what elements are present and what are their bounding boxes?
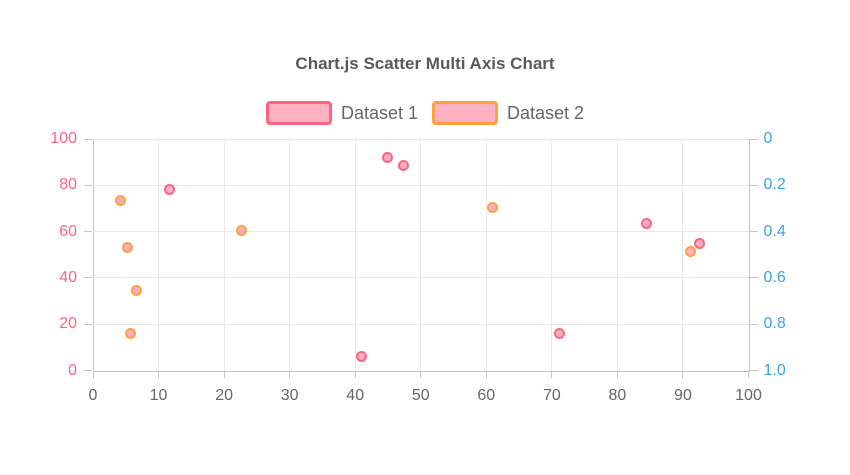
- y-axis-right-label: 0.2: [763, 176, 786, 194]
- y-axis-left-label: 20: [59, 315, 77, 333]
- x-tick-mark: [158, 371, 160, 378]
- legend: Dataset 1 Dataset 2: [0, 101, 850, 125]
- legend-label: Dataset 2: [507, 103, 585, 123]
- y-axis-right-label: 0.4: [763, 222, 786, 240]
- y-axis-left-tick-mark: [84, 323, 92, 325]
- plot-area[interactable]: [92, 139, 750, 372]
- x-grid-line: [682, 139, 684, 371]
- legend-item-dataset-1[interactable]: Dataset 1: [265, 101, 418, 125]
- x-grid-line: [616, 139, 618, 371]
- x-tick-mark: [92, 371, 94, 378]
- x-grid-line: [289, 139, 291, 371]
- x-tick-mark: [551, 371, 553, 378]
- x-grid-line: [223, 139, 225, 371]
- data-point-dataset-2[interactable]: [684, 245, 696, 257]
- y-axis-right-tick-mark: [749, 231, 758, 233]
- data-point-dataset-1[interactable]: [381, 152, 393, 164]
- y-axis-left-label: 80: [59, 176, 77, 194]
- chart-title: Chart.js Scatter Multi Axis Chart: [295, 54, 555, 73]
- y-axis-right-label: 0.6: [763, 268, 786, 286]
- x-tick-label: 60: [477, 386, 496, 404]
- x-tick-mark: [223, 371, 225, 378]
- y-axis-right-label: 1.0: [763, 361, 786, 379]
- y-axis-left-tick-mark: [84, 138, 92, 140]
- y-axis-left-tick-mark: [84, 370, 92, 371]
- y-axis-left-label: 100: [50, 130, 77, 147]
- x-grid-line: [551, 139, 553, 371]
- data-point-dataset-2[interactable]: [236, 225, 248, 237]
- data-point-dataset-1[interactable]: [163, 184, 175, 196]
- y-axis-right-label: 0.8: [763, 315, 786, 333]
- legend-swatch-dataset-1: [265, 101, 332, 125]
- x-tick-mark: [289, 371, 291, 378]
- x-tick-label: 10: [149, 386, 168, 404]
- legend-item-dataset-2[interactable]: Dataset 2: [432, 101, 584, 125]
- x-tick-mark: [485, 371, 487, 378]
- y-grid-line: [93, 138, 749, 140]
- x-tick-label: 50: [411, 386, 430, 404]
- data-point-dataset-2[interactable]: [124, 327, 136, 339]
- data-point-dataset-1[interactable]: [554, 327, 566, 339]
- x-tick-label: 70: [542, 386, 561, 404]
- x-tick-label: 90: [674, 386, 692, 404]
- y-axis-right-tick-mark: [749, 184, 758, 186]
- x-tick-label: 80: [608, 386, 627, 404]
- y-axis-left-label: 40: [59, 268, 77, 286]
- y-axis-left-tick-mark: [84, 277, 92, 279]
- y-axis-left-tick-mark: [84, 231, 92, 233]
- x-grid-line: [354, 139, 356, 371]
- data-point-dataset-2[interactable]: [131, 285, 143, 297]
- data-point-dataset-1[interactable]: [397, 160, 409, 172]
- x-tick-mark: [354, 371, 356, 378]
- x-tick-mark: [616, 371, 618, 378]
- y-axis-right-label: 0: [763, 130, 773, 147]
- y-grid-line: [93, 231, 749, 233]
- y-axis-right-tick-mark: [749, 370, 758, 371]
- data-point-dataset-2[interactable]: [115, 195, 127, 207]
- data-point-dataset-1[interactable]: [640, 217, 652, 229]
- data-point-dataset-1[interactable]: [693, 237, 705, 249]
- y-axis-right-tick-mark: [749, 138, 758, 140]
- y-axis-left-label: 0: [68, 361, 77, 379]
- x-grid-line: [485, 139, 487, 371]
- legend-label: Dataset 1: [340, 103, 418, 123]
- x-tick-label: 100: [735, 386, 762, 404]
- data-point-dataset-1[interactable]: [356, 351, 368, 363]
- y-axis-right-tick-mark: [749, 323, 758, 325]
- x-tick-label: 40: [346, 386, 365, 404]
- y-axis-left-tick-mark: [84, 184, 92, 186]
- x-tick-mark: [748, 371, 749, 378]
- legend-swatch-dataset-2: [432, 101, 498, 125]
- x-tick-mark: [682, 371, 684, 378]
- y-grid-line: [93, 323, 749, 325]
- y-grid-line: [93, 277, 749, 279]
- data-point-dataset-2[interactable]: [486, 201, 498, 213]
- y-axis-right-tick-mark: [749, 277, 758, 279]
- y-grid-line: [93, 184, 749, 186]
- x-grid-line: [158, 139, 160, 371]
- x-grid-line: [420, 139, 422, 371]
- x-tick-label: 0: [88, 386, 98, 404]
- y-axis-left-label: 60: [59, 222, 77, 240]
- x-tick-label: 30: [280, 386, 299, 404]
- data-point-dataset-2[interactable]: [121, 242, 133, 254]
- x-tick-mark: [420, 371, 422, 378]
- x-tick-label: 20: [215, 386, 233, 404]
